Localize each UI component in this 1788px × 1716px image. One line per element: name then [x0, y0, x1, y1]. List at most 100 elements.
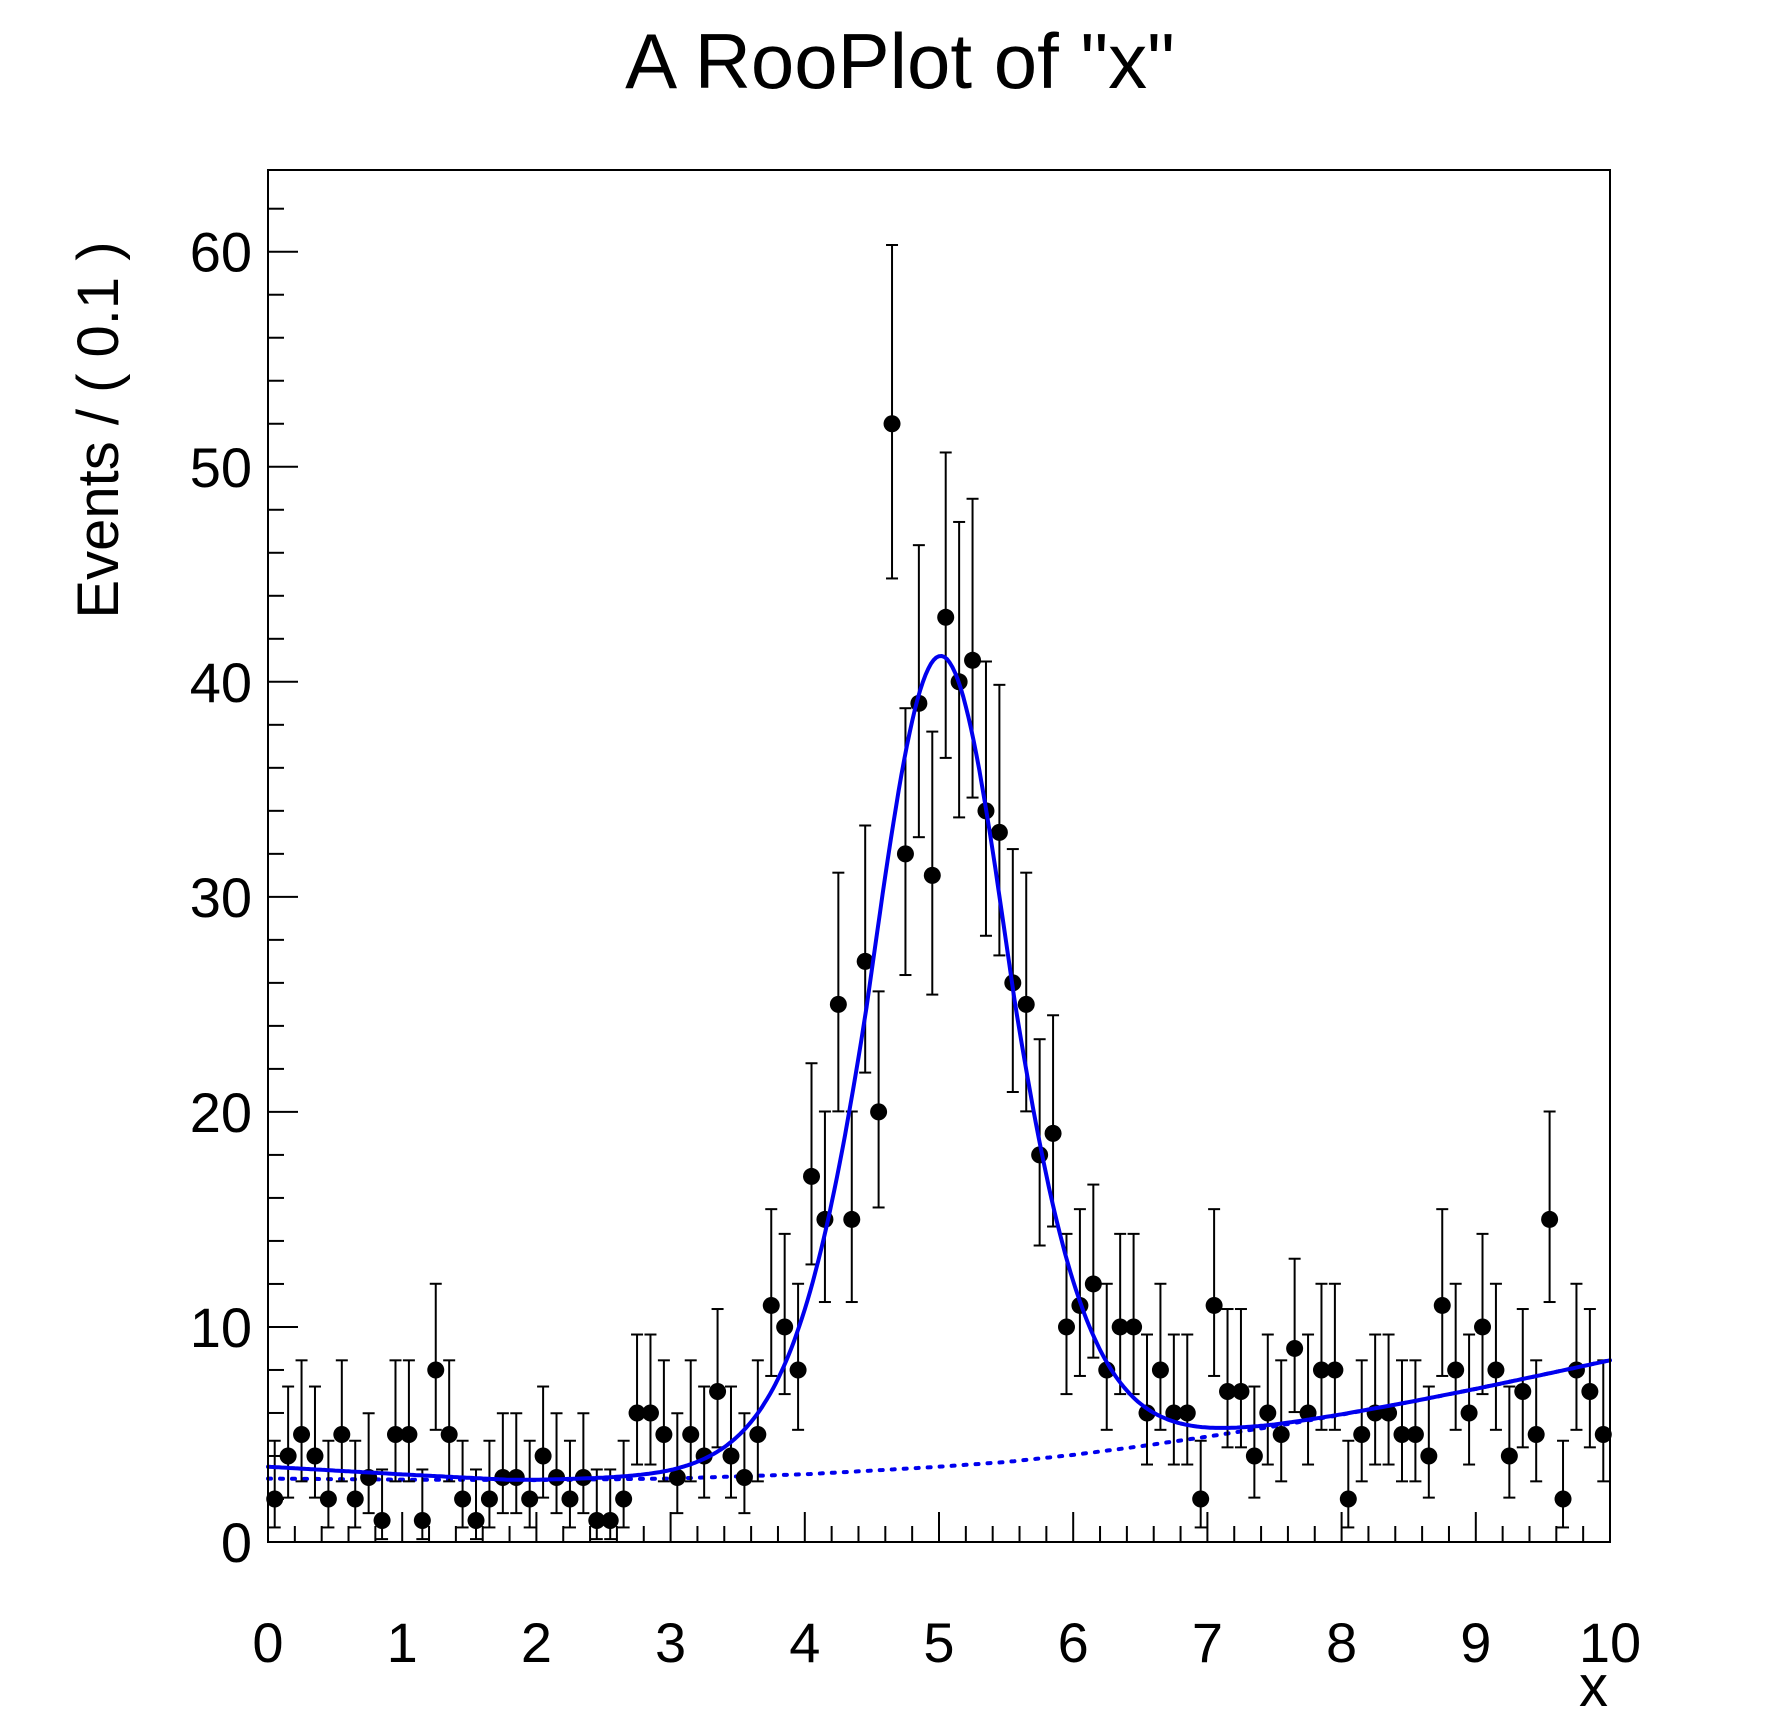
data-point — [1594, 1425, 1612, 1443]
data-point — [1406, 1425, 1424, 1443]
x-tick-label: 0 — [252, 1611, 283, 1674]
data-point — [1178, 1404, 1196, 1422]
data-point — [1259, 1404, 1277, 1422]
data-point — [1017, 995, 1035, 1013]
data-point — [1514, 1382, 1532, 1400]
y-tick-label: 40 — [190, 651, 252, 714]
x-tick-label: 7 — [1192, 1611, 1223, 1674]
data-point — [990, 823, 1008, 841]
data-point — [1460, 1404, 1478, 1422]
data-point — [655, 1425, 673, 1443]
data-point — [789, 1361, 807, 1379]
data-point — [1581, 1382, 1599, 1400]
x-tick-label: 5 — [923, 1611, 954, 1674]
data-point — [1084, 1275, 1102, 1293]
data-point — [1125, 1318, 1143, 1336]
data-point — [601, 1511, 619, 1529]
data-point — [1393, 1425, 1411, 1443]
data-point — [762, 1296, 780, 1314]
data-point — [1245, 1447, 1263, 1465]
data-point — [1219, 1382, 1237, 1400]
x-tick-label: 3 — [655, 1611, 686, 1674]
data-point — [1272, 1425, 1290, 1443]
data-point — [1474, 1318, 1492, 1336]
data-point — [413, 1511, 431, 1529]
y-tick-label: 0 — [221, 1511, 252, 1574]
data-point — [749, 1425, 767, 1443]
data-point — [843, 1210, 861, 1228]
x-tick-label: 6 — [1058, 1611, 1089, 1674]
x-tick-label: 10 — [1579, 1611, 1641, 1674]
data-point — [1500, 1447, 1518, 1465]
y-tick-label: 10 — [190, 1296, 252, 1359]
data-point — [507, 1468, 525, 1486]
total-model-fit-curve — [266, 654, 1612, 1482]
data-point — [735, 1468, 753, 1486]
data-point — [521, 1490, 539, 1508]
data-point — [870, 1103, 888, 1121]
data-point — [373, 1511, 391, 1529]
data-point — [480, 1490, 498, 1508]
data-point — [641, 1404, 659, 1422]
axis-tick-labels: 0 1 2 3 4 5 6 7 8 9 10 0 10 20 30 40 50 60 — [190, 221, 1641, 1674]
data-point — [1044, 1124, 1062, 1142]
data-point — [709, 1382, 727, 1400]
plot-title: A RooPlot of "x" — [625, 17, 1175, 105]
data-point — [1353, 1425, 1371, 1443]
data-point — [682, 1425, 700, 1443]
data-point — [856, 952, 874, 970]
data-point — [467, 1511, 485, 1529]
data-point — [1232, 1382, 1250, 1400]
x-tick-label: 8 — [1326, 1611, 1357, 1674]
data-point — [279, 1447, 297, 1465]
data-point — [803, 1167, 821, 1185]
x-tick-label: 1 — [387, 1611, 418, 1674]
data-point — [534, 1447, 552, 1465]
background-curve-path — [266, 1358, 1612, 1483]
data-point — [668, 1468, 686, 1486]
data-point — [1487, 1361, 1505, 1379]
data-point — [722, 1447, 740, 1465]
data-point — [293, 1425, 311, 1443]
data-point — [923, 866, 941, 884]
data-point — [1057, 1318, 1075, 1336]
data-point — [628, 1404, 646, 1422]
y-tick-label: 20 — [190, 1081, 252, 1144]
data-point — [937, 608, 955, 626]
data-points-with-error-bars — [266, 243, 1612, 1541]
data-point — [964, 651, 982, 669]
data-point — [829, 995, 847, 1013]
data-point — [615, 1490, 633, 1508]
data-point — [883, 415, 901, 433]
data-point — [333, 1425, 351, 1443]
data-point — [1286, 1339, 1304, 1357]
data-point — [400, 1425, 418, 1443]
data-point — [1447, 1361, 1465, 1379]
data-point — [561, 1490, 579, 1508]
data-point — [1111, 1318, 1129, 1336]
data-point — [1165, 1404, 1183, 1422]
data-point — [1339, 1490, 1357, 1508]
fit-curve-path — [266, 654, 1612, 1482]
data-point — [440, 1425, 458, 1443]
data-point — [319, 1490, 337, 1508]
x-tick-label: 9 — [1460, 1611, 1491, 1674]
plot-frame — [267, 169, 1611, 1543]
data-point — [454, 1490, 472, 1508]
y-tick-label: 60 — [190, 221, 252, 284]
y-tick-label: 50 — [190, 436, 252, 499]
data-point — [1433, 1296, 1451, 1314]
data-point — [1138, 1404, 1156, 1422]
data-point — [1205, 1296, 1223, 1314]
data-point — [896, 845, 914, 863]
data-point — [1554, 1490, 1572, 1508]
background-component-curve — [266, 1358, 1612, 1483]
x-tick-label: 4 — [789, 1611, 820, 1674]
data-point — [306, 1447, 324, 1465]
data-point — [776, 1318, 794, 1336]
data-point — [427, 1361, 445, 1379]
axis-ticks — [267, 207, 1611, 1543]
data-point — [588, 1511, 606, 1529]
